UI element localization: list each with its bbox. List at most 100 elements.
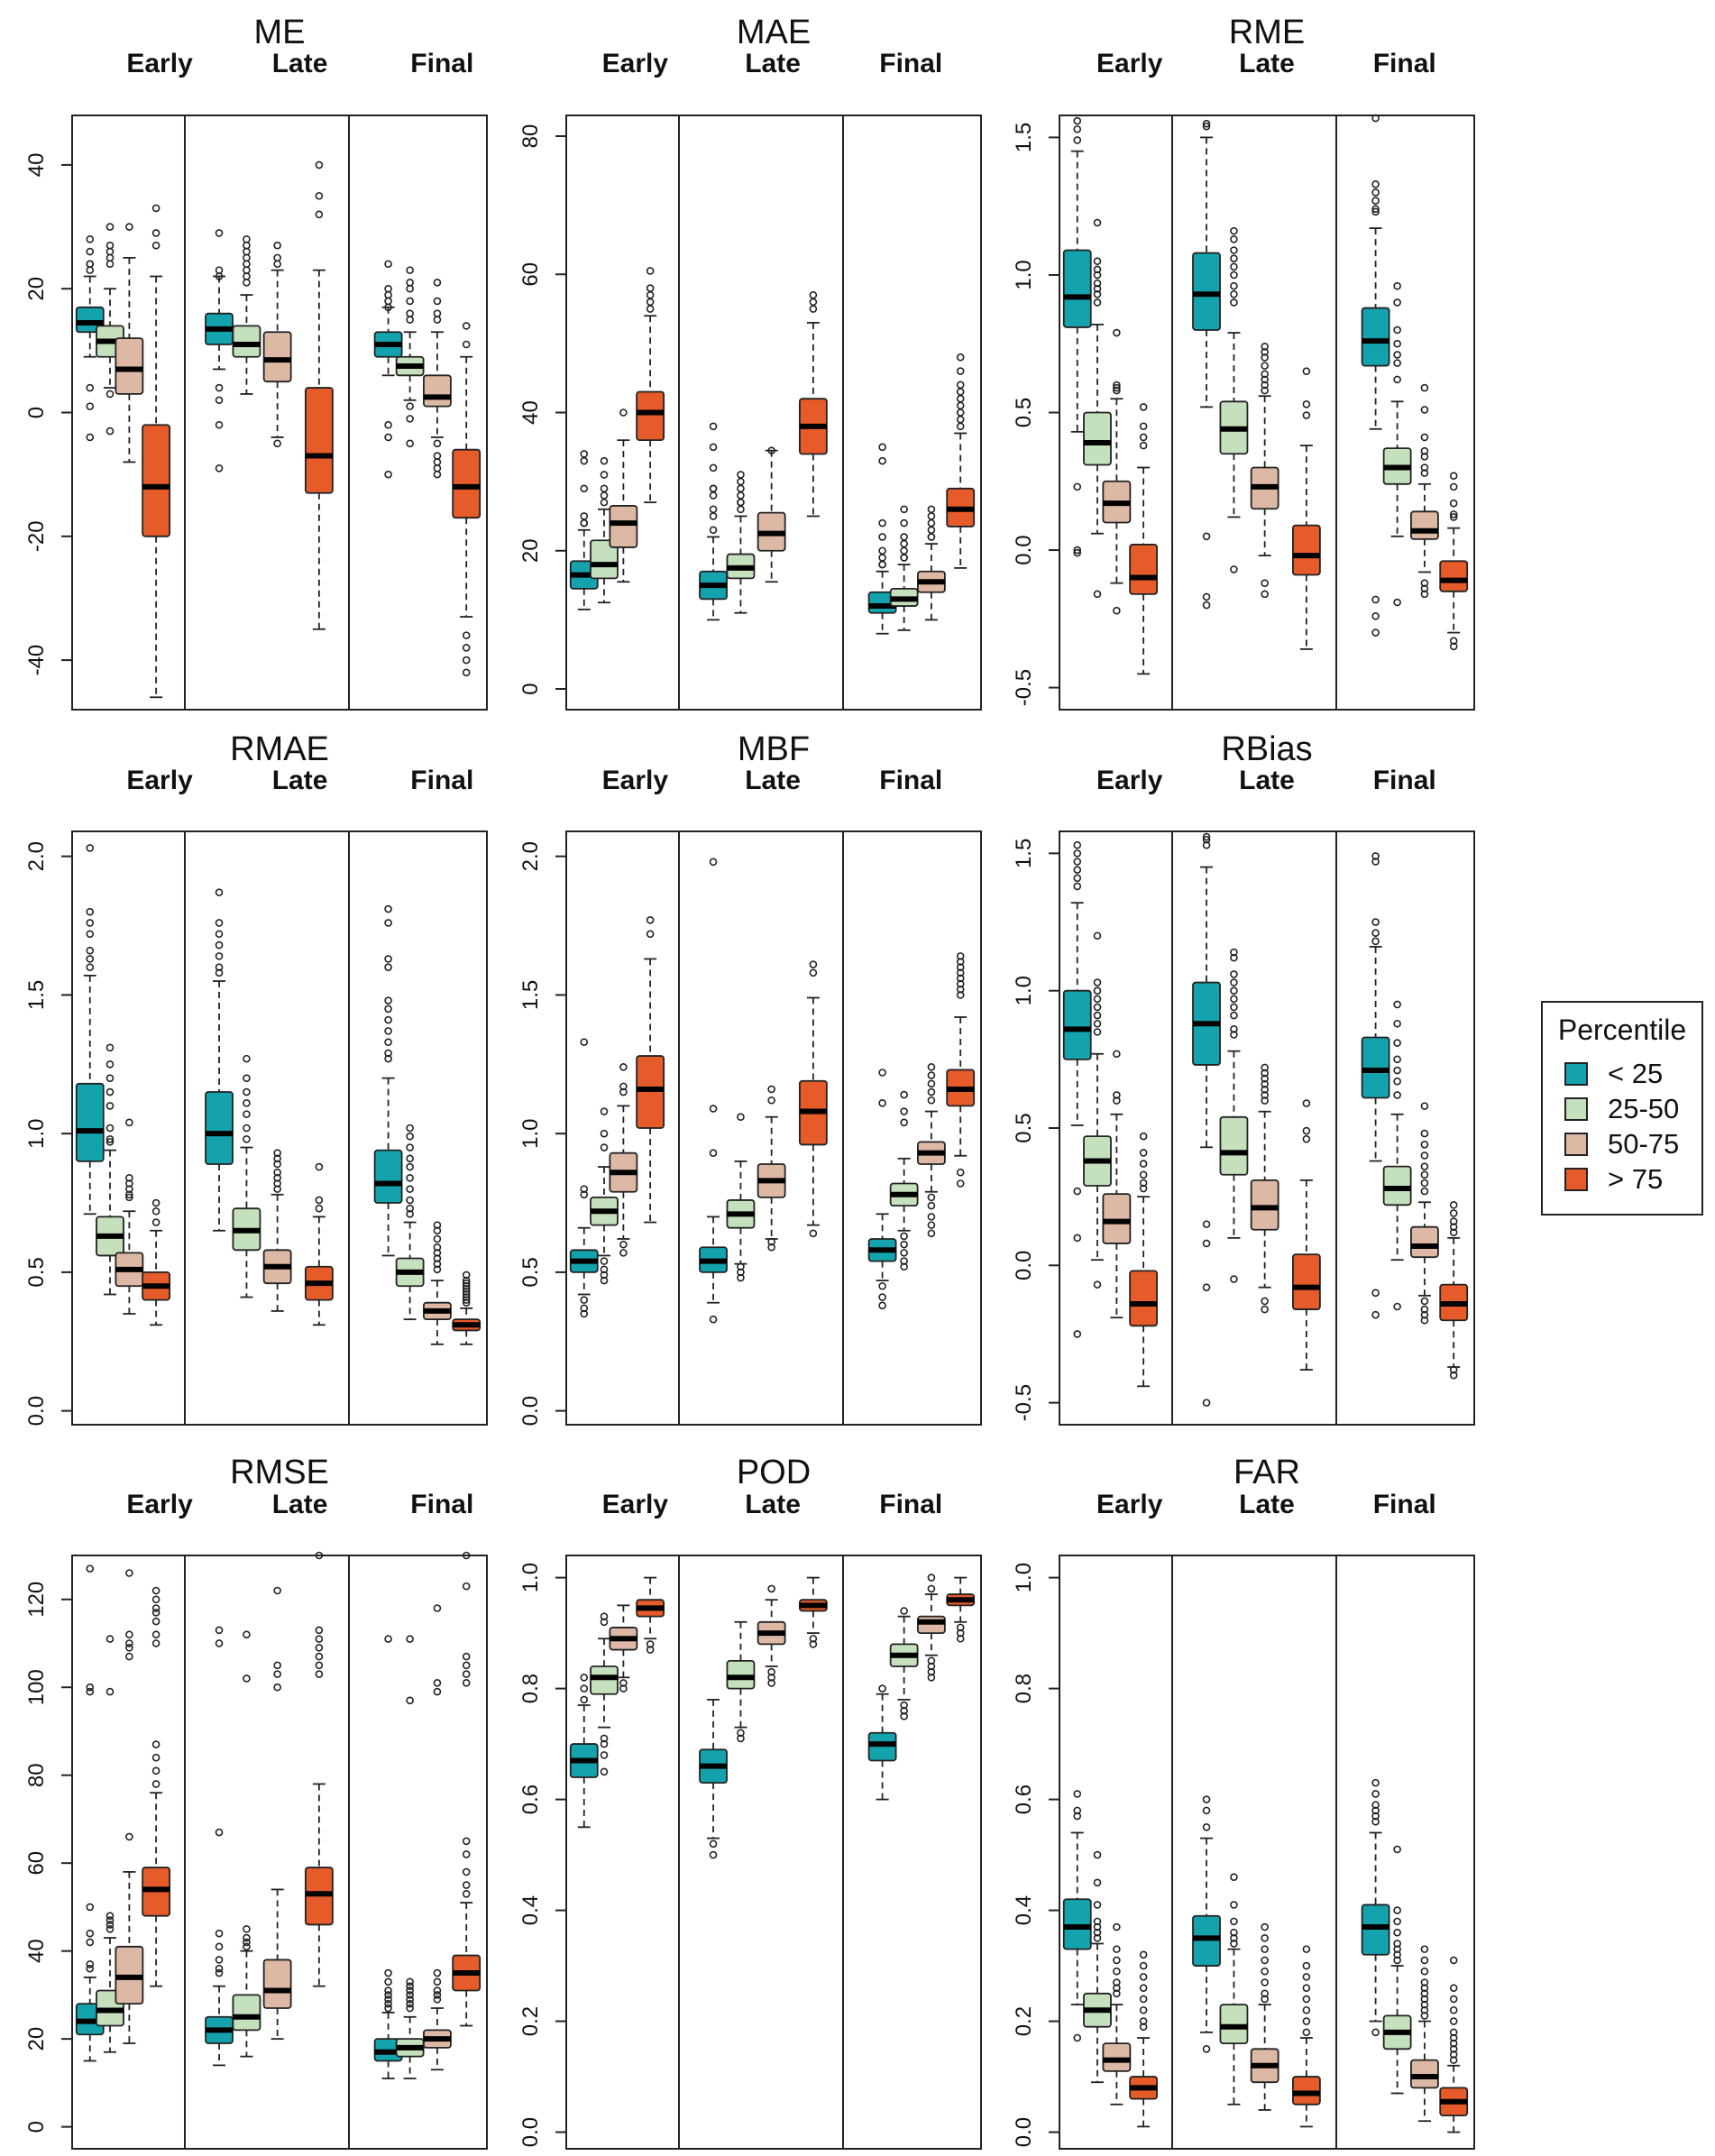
box-final-4 [452, 322, 481, 677]
y-tick-label: 0.0 [1012, 1251, 1036, 1280]
box-early-1 [75, 844, 105, 1216]
outlier-point [1261, 375, 1269, 384]
outlier-point [737, 1273, 745, 1282]
y-tick-label: 0.5 [1012, 398, 1036, 427]
outlier-point [315, 191, 324, 200]
group-label-early: Early [1096, 1490, 1163, 1519]
outlier-point [878, 456, 886, 465]
outlier-point [1420, 1297, 1429, 1306]
outlier-point [956, 401, 965, 410]
outlier-point [1073, 874, 1082, 883]
outlier-point [956, 394, 965, 403]
outlier-point [600, 1734, 609, 1743]
outlier-point [243, 247, 251, 256]
outlier-point [462, 1837, 471, 1846]
box-late-1 [1192, 832, 1221, 1407]
box-late-1 [699, 422, 728, 621]
outlier-point [215, 272, 224, 280]
outlier-point [384, 1049, 392, 1058]
y-tick-label: 0.0 [24, 1396, 49, 1426]
outlier-point [151, 1609, 160, 1617]
outlier-point [215, 463, 224, 472]
outlier-point [1230, 1917, 1238, 1926]
outlier-point [600, 1107, 609, 1115]
y-tick-label: 0.6 [518, 1784, 543, 1814]
outlier-point [105, 223, 115, 231]
iqr-box [304, 387, 334, 494]
outlier-point [433, 1679, 442, 1687]
outlier-point [125, 1832, 133, 1841]
outlier-point [86, 930, 95, 939]
iqr-box [1102, 2042, 1132, 2072]
outlier-point [1393, 1956, 1401, 1965]
outlier-point [1449, 2039, 1458, 2048]
outlier-point [1393, 351, 1401, 359]
outlier-point [927, 1063, 936, 1071]
outlier-point [1073, 858, 1082, 866]
box-early-2 [1083, 931, 1112, 1289]
outlier-point [1093, 290, 1102, 298]
outlier-point [1139, 2005, 1148, 2014]
outlier-point [1371, 114, 1380, 123]
outlier-point [462, 1279, 471, 1288]
outlier-point [1371, 1790, 1380, 1798]
outlier-point [1393, 1077, 1401, 1086]
outlier-point [215, 396, 224, 405]
outlier-point [151, 1595, 160, 1604]
outlier-point [580, 512, 589, 520]
outlier-point [1302, 1961, 1311, 1970]
outlier-point [433, 458, 442, 466]
outlier-point [105, 260, 115, 269]
outlier-point [1420, 1187, 1429, 1196]
outlier-point [151, 229, 160, 237]
outlier-point [927, 1584, 936, 1593]
box-late-3 [262, 241, 292, 448]
outlier-point [600, 1265, 609, 1274]
outlier-point [1261, 1995, 1269, 2004]
panel-rmse: RMSE Early Late Final 0 20 40 60 80 100 120 [24, 1454, 488, 2150]
outlier-point [433, 297, 442, 306]
legend-label-50-75: 50-75 [1608, 1128, 1680, 1160]
outlier-point [956, 353, 965, 362]
outlier-point [1420, 1151, 1429, 1160]
outlier-point [767, 1584, 775, 1593]
outlier-point [1139, 403, 1148, 411]
outlier-point [1393, 281, 1401, 290]
outlier-point [737, 1729, 745, 1738]
outlier-point [315, 1652, 324, 1661]
outlier-point [900, 539, 908, 548]
outlier-point [86, 1959, 95, 1968]
outlier-point [1073, 1330, 1082, 1338]
outlier-point [433, 316, 442, 324]
outlier-point [619, 1684, 628, 1693]
outlier-point [1393, 1091, 1401, 1099]
outlier-point [956, 1634, 965, 1643]
outlier-point [1139, 1170, 1148, 1179]
outlier-point [878, 1684, 886, 1693]
outlier-point [384, 470, 392, 479]
outlier-point [315, 1204, 324, 1213]
outlier-point [1302, 1099, 1311, 1107]
outlier-point [243, 1124, 251, 1133]
outlier-point [878, 560, 886, 569]
outlier-point [646, 290, 655, 299]
outlier-point [956, 415, 965, 424]
y-tick-label: 0.5 [518, 1257, 543, 1287]
outlier-point [1449, 1995, 1458, 2004]
outlier-point [927, 518, 936, 528]
outlier-point [384, 1005, 392, 1014]
y-tick-label: 100 [24, 1669, 49, 1705]
y-tick-label: 0.0 [1012, 535, 1036, 564]
outlier-point [151, 1753, 160, 1762]
outlier-point [646, 1640, 655, 1648]
outlier-point [767, 1237, 775, 1246]
box-late-4 [798, 290, 828, 518]
box-early-1 [569, 450, 599, 610]
outlier-point [406, 1210, 414, 1218]
outlier-point [1139, 2023, 1148, 2032]
outlier-point [125, 223, 133, 231]
outlier-point [215, 919, 224, 927]
outlier-point [1230, 271, 1238, 280]
outlier-point [900, 533, 908, 541]
outlier-point [1420, 1305, 1429, 1314]
